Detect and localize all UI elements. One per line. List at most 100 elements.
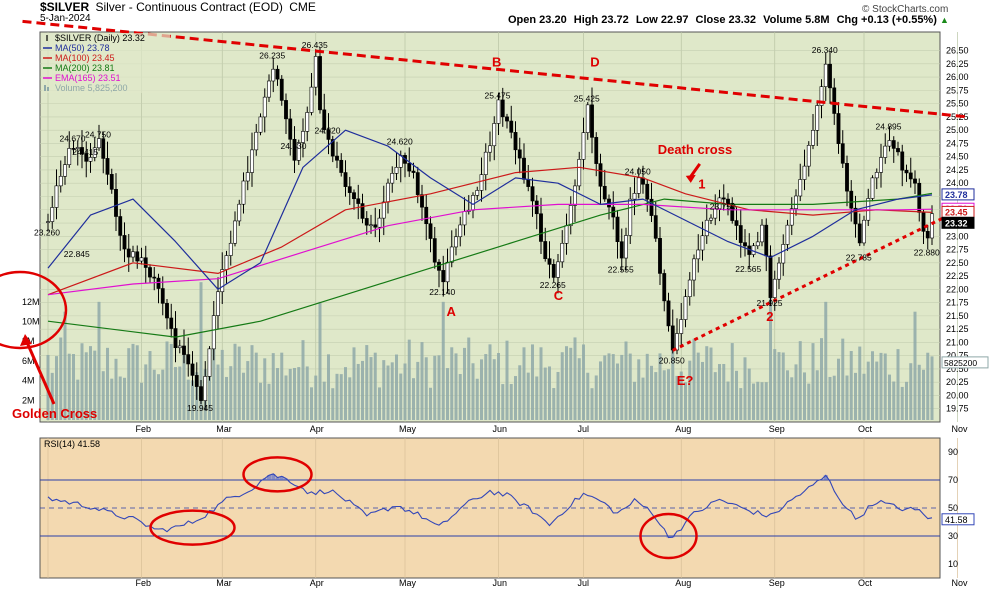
price-bar xyxy=(63,156,67,185)
price-bar xyxy=(58,160,63,193)
price-bar-body xyxy=(279,78,284,101)
price-bar-body xyxy=(386,182,390,203)
annotation-c: C xyxy=(554,288,564,303)
low-value: Low 22.97 xyxy=(635,14,689,26)
price-bar xyxy=(913,170,917,195)
price-bar-body xyxy=(721,197,726,200)
price-bar xyxy=(322,93,327,134)
price-bar xyxy=(513,121,518,165)
price-bar-body xyxy=(649,198,654,216)
volume-bar xyxy=(318,301,322,420)
volume-bar xyxy=(633,381,636,420)
volume-last-label: 5825200 xyxy=(944,358,977,368)
price-tick-label: 19.75 xyxy=(946,404,969,414)
price-bar-body xyxy=(781,244,786,264)
volume-bar xyxy=(152,369,156,420)
volume-bar xyxy=(72,354,75,420)
volume-bar xyxy=(747,368,751,420)
price-bar xyxy=(602,169,607,202)
volume-bar xyxy=(892,381,896,420)
price-tick-label: 21.75 xyxy=(946,298,969,308)
volume-bar xyxy=(832,375,836,420)
price-bar xyxy=(709,214,713,225)
rsi-last-label: 41.58 xyxy=(945,515,968,525)
volume-bar xyxy=(110,378,114,420)
price-tick-label: 20.50 xyxy=(946,364,969,374)
price-value-label: 21.925 xyxy=(757,298,783,308)
rsi-tick-label: 70 xyxy=(948,475,958,485)
price-value-label: 24.895 xyxy=(876,121,902,131)
price-bar-body xyxy=(63,164,67,177)
price-bar-body xyxy=(636,177,641,194)
price-value-label: 25.425 xyxy=(574,93,600,103)
price-bar xyxy=(488,131,492,162)
price-bar xyxy=(883,133,888,164)
volume-bar xyxy=(305,366,309,420)
rsi-month-label: Jun xyxy=(493,578,508,588)
volume-bar xyxy=(777,352,781,420)
price-bar-body xyxy=(670,325,675,351)
price-bar-body xyxy=(377,217,382,228)
price-tick-label: 25.50 xyxy=(946,99,969,109)
annotation-goldencross: Golden Cross xyxy=(12,406,97,421)
price-bar-body xyxy=(233,220,237,244)
price-bar xyxy=(122,222,127,263)
price-bar xyxy=(496,92,501,136)
volume-bar xyxy=(429,387,432,420)
price-bar-body xyxy=(700,235,705,251)
volume-bar xyxy=(216,364,220,420)
volume-bar xyxy=(773,349,777,420)
price-tick-label: 21.00 xyxy=(946,337,969,347)
price-bar xyxy=(228,230,233,266)
price-bar xyxy=(424,194,429,241)
volume-bar xyxy=(288,368,292,420)
legend-box xyxy=(42,33,170,93)
price-month-label: Sep xyxy=(769,424,785,434)
legend-label: MA(200) 23.81 xyxy=(55,63,115,73)
price-bar xyxy=(279,75,284,106)
volume-bar xyxy=(752,383,755,420)
volume-bar xyxy=(80,343,84,420)
price-value-label: 24.620 xyxy=(387,136,413,146)
volume-bar xyxy=(730,343,734,420)
price-bar xyxy=(292,126,297,174)
volume-bar xyxy=(535,376,539,420)
price-bar-body xyxy=(101,138,106,159)
volume-bar xyxy=(441,301,445,420)
price-bar xyxy=(692,254,696,297)
volume-tick-label: 10M xyxy=(22,317,40,327)
price-bar xyxy=(54,169,59,220)
price-bar-body xyxy=(224,255,229,270)
volume-bar xyxy=(518,365,522,420)
volume-bar xyxy=(314,375,318,420)
rsi-month-label: Jul xyxy=(578,578,590,588)
legend-swatch xyxy=(44,85,46,91)
volume-bar xyxy=(373,352,377,420)
volume-bar xyxy=(233,343,237,420)
price-bar-body xyxy=(305,112,310,132)
volume-bar xyxy=(97,301,101,420)
price-bar-body xyxy=(547,258,552,265)
price-month-label: Oct xyxy=(858,424,873,434)
price-bar xyxy=(126,234,131,272)
volume-tick-label: 4M xyxy=(22,376,35,386)
price-bar xyxy=(500,87,505,127)
price-bar xyxy=(687,272,692,306)
volume-bar xyxy=(811,343,815,420)
price-tick-label: 24.50 xyxy=(946,152,969,162)
price-bar-body xyxy=(71,148,76,150)
price-bar-body xyxy=(415,172,420,195)
volume-bar xyxy=(679,371,683,420)
price-bar-body xyxy=(734,220,739,226)
price-bar-body xyxy=(925,231,930,239)
price-bar xyxy=(619,228,624,272)
price-bar-body xyxy=(390,173,395,184)
price-value-label: 24.050 xyxy=(625,167,651,177)
price-bar xyxy=(454,228,458,256)
price-bar xyxy=(415,166,420,204)
volume-bar xyxy=(531,344,534,420)
rsi-tick-label: 30 xyxy=(948,531,958,541)
price-bar xyxy=(275,65,280,86)
volume-bar xyxy=(620,354,624,420)
